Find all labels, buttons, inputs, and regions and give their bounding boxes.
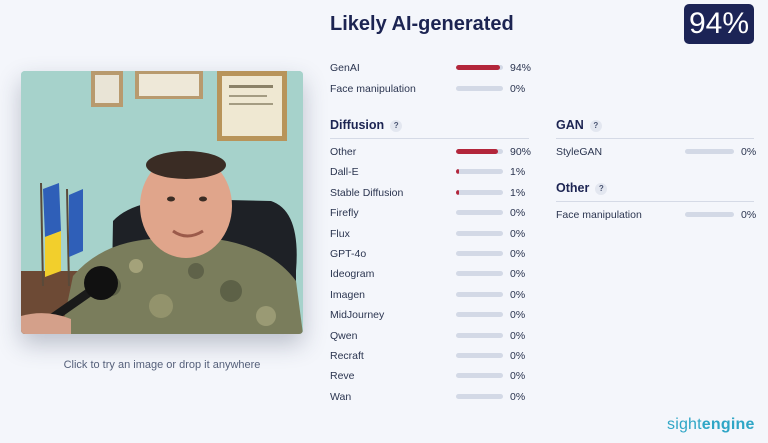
diffusion-row-wan: Wan 0% bbox=[330, 389, 530, 405]
row-percent: 0% bbox=[741, 209, 757, 221]
row-percent: 0% bbox=[510, 350, 526, 362]
analyzed-image[interactable] bbox=[21, 71, 303, 334]
diffusion-row-reve: Reve 0% bbox=[330, 368, 530, 384]
diffusion-row-dall-e: Dall-E 1% bbox=[330, 164, 530, 180]
diffusion-row-ideogram: Ideogram 0% bbox=[330, 266, 530, 282]
row-label: Face manipulation bbox=[556, 209, 642, 221]
score-bar bbox=[456, 149, 503, 154]
row-percent: 0% bbox=[510, 268, 526, 281]
row-label: Wan bbox=[330, 390, 352, 403]
diffusion-row-gpt-4o: GPT-4o 0% bbox=[330, 246, 530, 262]
row-label: Reve bbox=[330, 370, 355, 383]
diffusion-row-recraft: Recraft 0% bbox=[330, 348, 530, 364]
score-bar bbox=[456, 332, 503, 338]
row-percent: 0% bbox=[510, 227, 526, 240]
score-bar bbox=[685, 149, 734, 154]
row-percent: 0% bbox=[510, 83, 526, 95]
row-label: MidJourney bbox=[330, 309, 385, 322]
row-percent: 0% bbox=[510, 309, 526, 322]
diffusion-row-flux: Flux 0% bbox=[330, 226, 530, 242]
brand-part-2: engine bbox=[701, 416, 755, 433]
score-bar bbox=[456, 189, 503, 195]
section-heading: Other bbox=[556, 181, 590, 195]
score-bar bbox=[456, 86, 503, 91]
row-label: Recraft bbox=[330, 350, 364, 362]
score-bar-fill bbox=[456, 169, 459, 175]
row-label: StyleGAN bbox=[556, 146, 603, 158]
row-percent: 0% bbox=[510, 288, 526, 301]
diffusion-row-firefly: Firefly 0% bbox=[330, 205, 530, 221]
score-bar-fill bbox=[456, 189, 459, 195]
row-label: Firefly bbox=[330, 207, 359, 220]
score-bar bbox=[456, 312, 503, 318]
diffusion-row-qwen: Qwen 0% bbox=[330, 328, 530, 344]
row-label: Qwen bbox=[330, 329, 358, 342]
score-bar-fill bbox=[456, 65, 501, 70]
row-percent: 94% bbox=[510, 62, 532, 74]
upload-hint[interactable]: Click to try an image or drop it anywher… bbox=[63, 359, 261, 371]
score-bar bbox=[456, 353, 503, 358]
row-percent: 90% bbox=[510, 146, 532, 158]
diffusion-row-imagen: Imagen 0% bbox=[330, 287, 530, 303]
score-bar bbox=[456, 291, 503, 297]
score-bar bbox=[456, 373, 503, 379]
diffusion-row-other: Other 90% bbox=[330, 144, 532, 160]
row-percent: 0% bbox=[510, 370, 526, 383]
row-percent: 1% bbox=[510, 186, 526, 199]
row-label: GPT-4o bbox=[330, 248, 367, 260]
help-icon[interactable]: ? bbox=[589, 120, 602, 132]
row-percent: 0% bbox=[741, 146, 757, 158]
score-badge: 94% bbox=[684, 4, 754, 44]
help-icon[interactable]: ? bbox=[595, 183, 608, 195]
result-title: Likely AI-generated bbox=[330, 13, 514, 35]
row-label: Flux bbox=[330, 227, 350, 240]
row-label: Imagen bbox=[330, 288, 366, 301]
help-icon[interactable]: ? bbox=[390, 120, 403, 132]
score-bar bbox=[456, 271, 503, 277]
row-label: Face manipulation bbox=[330, 83, 416, 95]
row-label: Other bbox=[330, 146, 357, 158]
score-bar bbox=[456, 251, 503, 256]
section-diffusion: Diffusion? bbox=[330, 118, 529, 139]
row-percent: 0% bbox=[510, 207, 526, 220]
score-bar bbox=[456, 210, 503, 216]
row-percent: 0% bbox=[510, 390, 526, 403]
diffusion-row-stable-diffusion: Stable Diffusion 1% bbox=[330, 185, 530, 201]
score-bar bbox=[685, 212, 734, 217]
section-gan: GAN? bbox=[556, 118, 754, 139]
section-heading: Diffusion bbox=[330, 118, 385, 132]
score-bar-fill bbox=[456, 149, 499, 154]
summary-row-genai: GenAI 94% bbox=[330, 60, 532, 76]
score-bar bbox=[456, 230, 503, 236]
score-bar bbox=[456, 169, 503, 175]
other-row-face-manipulation: Face manipulation 0% bbox=[556, 207, 756, 223]
row-percent: 0% bbox=[510, 248, 526, 260]
row-label: Dall-E bbox=[330, 166, 359, 179]
row-percent: 1% bbox=[510, 166, 526, 179]
brand-logo[interactable]: sightengine bbox=[667, 416, 755, 434]
section-other: Other? bbox=[556, 181, 754, 202]
row-percent: 0% bbox=[510, 329, 526, 342]
summary-row-face-manipulation: Face manipulation 0% bbox=[330, 81, 530, 97]
diffusion-row-midjourney: MidJourney 0% bbox=[330, 307, 530, 323]
row-label: GenAI bbox=[330, 62, 360, 74]
row-label: Ideogram bbox=[330, 268, 375, 281]
brand-part-1: sight bbox=[667, 416, 702, 433]
score-bar bbox=[456, 65, 503, 70]
score-bar bbox=[456, 393, 503, 399]
section-heading: GAN bbox=[556, 118, 584, 132]
gan-row-stylegan: StyleGAN 0% bbox=[556, 144, 756, 160]
row-label: Stable Diffusion bbox=[330, 186, 404, 199]
